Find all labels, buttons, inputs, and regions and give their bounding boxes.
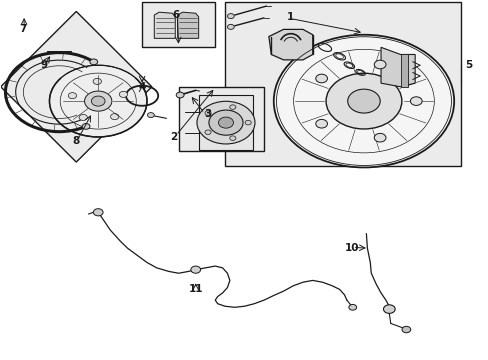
Circle shape — [227, 14, 234, 19]
Circle shape — [176, 92, 183, 98]
Circle shape — [227, 24, 234, 30]
Circle shape — [348, 305, 356, 310]
Circle shape — [84, 91, 112, 111]
Text: 11: 11 — [188, 284, 203, 294]
Text: 9: 9 — [40, 60, 47, 70]
Circle shape — [325, 73, 401, 129]
Circle shape — [90, 59, 98, 65]
Circle shape — [218, 117, 233, 128]
Circle shape — [409, 97, 421, 105]
Polygon shape — [154, 12, 175, 39]
Polygon shape — [0, 12, 152, 162]
Circle shape — [315, 120, 327, 128]
Text: 7: 7 — [19, 24, 26, 35]
Polygon shape — [268, 30, 312, 60]
Polygon shape — [380, 47, 414, 87]
Circle shape — [315, 74, 327, 83]
Circle shape — [204, 130, 211, 135]
Circle shape — [204, 111, 211, 115]
Circle shape — [190, 266, 200, 273]
Circle shape — [373, 134, 385, 142]
Bar — [142, 3, 215, 47]
Circle shape — [93, 209, 103, 216]
Text: 6: 6 — [172, 10, 180, 20]
Text: 3: 3 — [204, 109, 211, 119]
Polygon shape — [177, 12, 198, 39]
Circle shape — [119, 91, 127, 98]
Text: 5: 5 — [464, 60, 471, 70]
Bar — [178, 87, 264, 151]
Circle shape — [244, 120, 251, 125]
Text: 1: 1 — [286, 12, 294, 22]
Polygon shape — [198, 95, 253, 150]
Text: 8: 8 — [73, 136, 80, 145]
Bar — [224, 3, 461, 166]
Circle shape — [82, 123, 90, 129]
Text: 2: 2 — [170, 132, 177, 142]
Circle shape — [229, 136, 235, 140]
Circle shape — [79, 114, 87, 121]
Text: 4: 4 — [138, 82, 145, 92]
Circle shape — [208, 110, 243, 135]
Circle shape — [373, 60, 385, 69]
Circle shape — [383, 305, 394, 314]
Circle shape — [147, 113, 154, 118]
Circle shape — [197, 101, 254, 144]
Text: 10: 10 — [344, 243, 358, 253]
Circle shape — [273, 35, 453, 167]
Circle shape — [347, 89, 380, 113]
Circle shape — [49, 65, 147, 137]
Circle shape — [68, 93, 77, 99]
Circle shape — [401, 326, 410, 333]
Circle shape — [110, 114, 119, 120]
Circle shape — [91, 96, 105, 106]
Polygon shape — [400, 54, 407, 87]
Circle shape — [229, 105, 235, 109]
Circle shape — [93, 78, 101, 85]
